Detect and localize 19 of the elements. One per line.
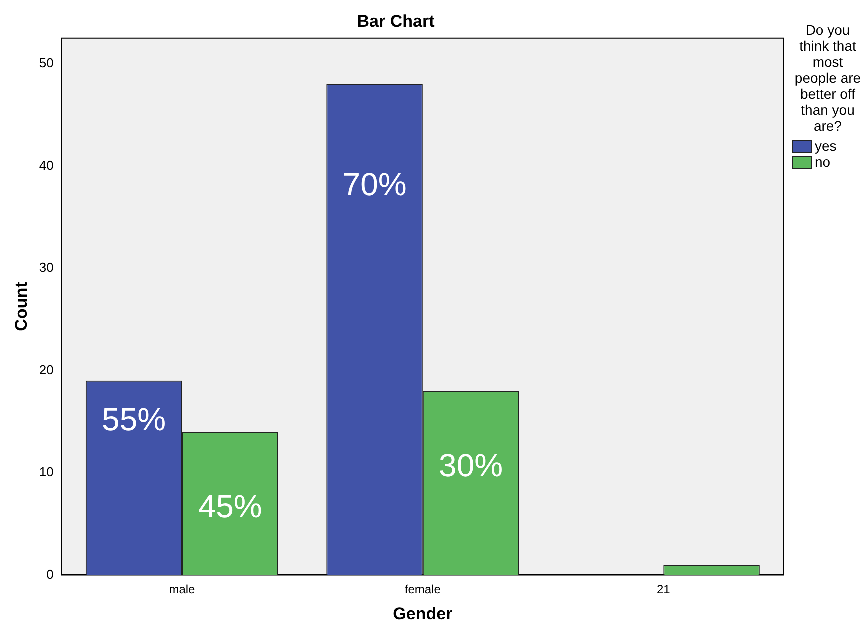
- annotation: 55%: [102, 402, 166, 438]
- legend-label: no: [815, 154, 831, 170]
- y-tick-label: 30: [39, 260, 54, 276]
- annotation: 30%: [439, 448, 504, 484]
- y-axis-title: Count: [12, 282, 31, 332]
- y-tick-label: 50: [39, 56, 54, 71]
- chart-title: Bar Chart: [357, 12, 436, 31]
- y-tick-label: 0: [46, 566, 54, 582]
- y-tick-label: 20: [39, 362, 54, 378]
- x-axis-title: Gender: [393, 604, 454, 624]
- x-tick-label: 21: [656, 582, 671, 597]
- y-tick-label: 40: [39, 158, 54, 173]
- legend-title: Do you think that most people are better off than you are?: [794, 22, 862, 134]
- annotation: 70%: [342, 166, 407, 202]
- y-tick-label: 10: [39, 464, 54, 480]
- legend-label: yes: [815, 138, 837, 154]
- x-tick-label: female: [404, 582, 442, 597]
- x-tick-label: male: [169, 582, 196, 597]
- annotation: 45%: [198, 488, 262, 525]
